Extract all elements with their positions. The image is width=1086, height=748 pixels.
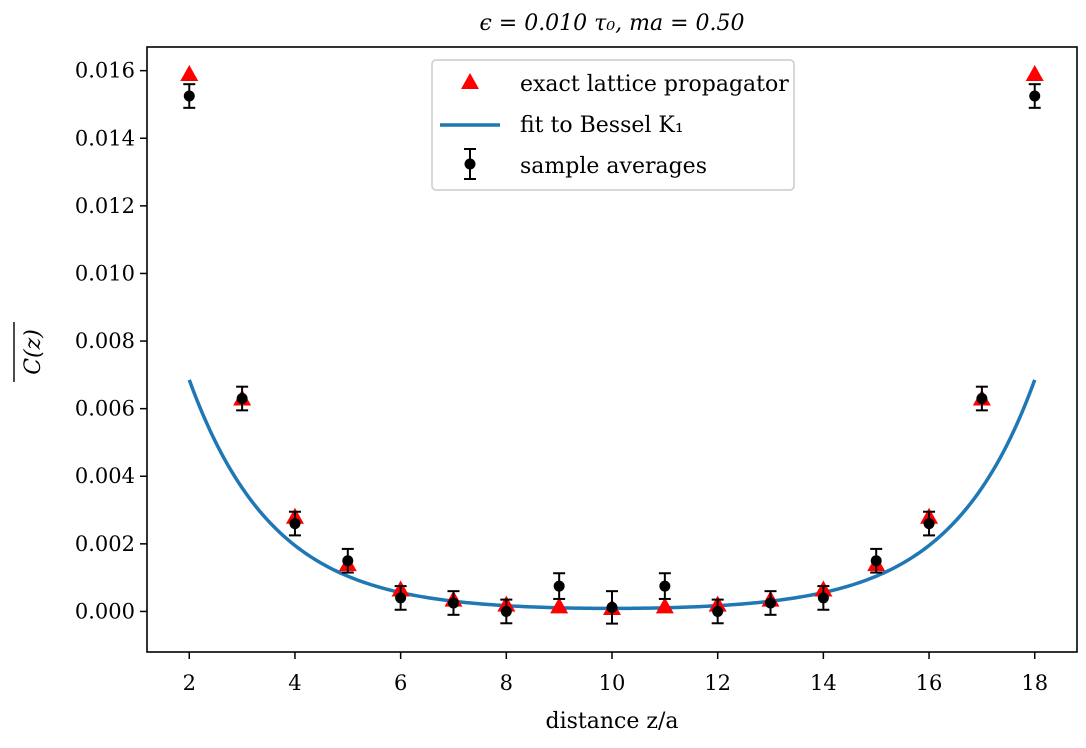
- legend-label-samples: sample averages: [520, 154, 707, 179]
- sample-average-point: [500, 605, 512, 617]
- y-tick-label: 0.016: [75, 59, 135, 83]
- x-tick-label: 12: [704, 671, 731, 695]
- x-tick-label: 2: [183, 671, 196, 695]
- y-axis-ticks: 0.000 0.002 0.004 0.006 0.008 0.010 0.012 0.014…: [75, 59, 147, 623]
- x-tick-label: 8: [500, 671, 513, 695]
- sample-average-point: [817, 592, 829, 604]
- sample-average-point: [395, 592, 407, 604]
- sample-average-point: [183, 90, 195, 102]
- y-tick-label: 0.014: [75, 126, 135, 150]
- x-tick-label: 16: [916, 671, 943, 695]
- sample-average-point: [923, 518, 935, 530]
- sample-average-point: [553, 580, 565, 592]
- x-tick-label: 6: [394, 671, 407, 695]
- legend-box: [431, 59, 795, 191]
- legend-label-fit: fit to Bessel K₁: [520, 113, 684, 138]
- sample-average-point: [289, 518, 301, 530]
- y-tick-label: 0.000: [75, 599, 135, 623]
- legend: exact lattice propagator fit to Bessel K…: [431, 59, 795, 191]
- sample-average-point: [342, 555, 354, 567]
- exact-lattice-point: [180, 65, 199, 82]
- y-tick-label: 0.002: [75, 532, 135, 556]
- x-axis-ticks: 2 4 6 8 10 12 14 16 18: [183, 652, 1048, 695]
- legend-point-marker: [464, 158, 476, 170]
- y-tick-label: 0.008: [75, 329, 135, 353]
- chart-title: ϵ = 0.010 τ₀, ma = 0.50: [479, 11, 744, 36]
- y-axis-title-group: C(z): [13, 322, 46, 382]
- sample-average-point: [659, 580, 671, 592]
- sample-average-point: [236, 393, 248, 405]
- x-tick-label: 10: [599, 671, 626, 695]
- sample-average-point: [447, 597, 459, 609]
- exact-lattice-point: [550, 597, 569, 614]
- sample-average-point: [712, 605, 724, 617]
- y-tick-label: 0.006: [75, 397, 135, 421]
- bessel-fit-curve: [187, 379, 1037, 611]
- y-axis-title: C(z): [21, 329, 46, 375]
- x-tick-label: 4: [288, 671, 301, 695]
- sample-average-point: [870, 555, 882, 567]
- sample-averages-series: [183, 83, 1041, 625]
- y-tick-label: 0.012: [75, 194, 135, 218]
- sample-average-point: [1029, 90, 1041, 102]
- x-tick-label: 18: [1021, 671, 1048, 695]
- x-axis-title: distance z/a: [546, 709, 679, 734]
- y-tick-label: 0.010: [75, 261, 135, 285]
- sample-average-point: [976, 393, 988, 405]
- sample-average-point: [765, 597, 777, 609]
- x-tick-label: 14: [810, 671, 837, 695]
- exact-lattice-point: [655, 597, 674, 614]
- exact-lattice-point: [1025, 65, 1044, 82]
- sample-average-point: [606, 601, 618, 613]
- y-tick-label: 0.004: [75, 464, 135, 488]
- legend-triangle-marker: [461, 73, 479, 89]
- bessel-fit-series: [187, 379, 1037, 611]
- legend-label-exact: exact lattice propagator: [520, 72, 789, 97]
